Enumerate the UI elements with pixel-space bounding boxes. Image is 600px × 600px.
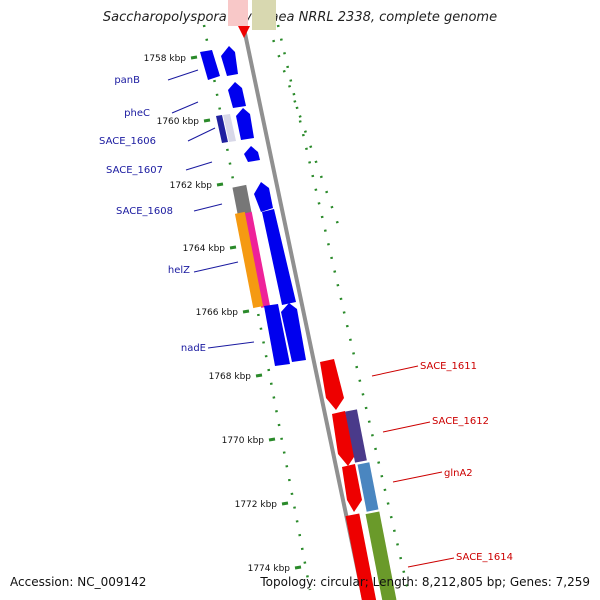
genome-backbone	[236, 0, 366, 600]
scale-tick-mark	[242, 309, 250, 314]
gene-label[interactable]: SACE_1614	[456, 552, 513, 563]
scale-tick-mark	[268, 437, 276, 442]
gene-arrow-sace1612-red	[332, 411, 356, 466]
gene-arrow-pheC	[228, 82, 246, 108]
gene-label[interactable]: helZ	[168, 265, 190, 276]
scale-tick-label: 1774 kbp	[248, 564, 291, 574]
scale-tick-label: 1766 kbp	[196, 308, 239, 318]
gene-label[interactable]: SACE_1606	[99, 136, 156, 147]
gene-label-leader	[207, 341, 255, 349]
gene-features	[200, 0, 397, 600]
gene-feature-sace1614-olive	[365, 511, 397, 600]
gene-label-leader	[185, 161, 213, 171]
gene-arrow-sace1608	[254, 182, 273, 212]
accession-text: Accession: NC_009142	[10, 575, 147, 589]
gene-feature-magenta	[242, 211, 271, 308]
scale-tick-label: 1764 kbp	[183, 244, 226, 254]
scale-tick-label: 1762 kbp	[170, 181, 213, 191]
scale-tick-label: 1760 kbp	[157, 117, 200, 127]
gene-label[interactable]: SACE_1612	[432, 416, 489, 427]
gene-label[interactable]: panB	[114, 75, 140, 86]
gene-label[interactable]: SACE_1611	[420, 361, 477, 372]
gene-arrow-sace1607	[244, 146, 260, 162]
gene-feature-sace1612-purple	[345, 409, 367, 463]
scale-ticks: 1758 kbp 1760 kbp 1762 kbp 1764 kbp 1766 kbp…	[144, 54, 302, 574]
gene-feature-glnA2-steel	[357, 462, 379, 512]
scale-tick-mark	[281, 501, 289, 506]
scale-tick-mark	[294, 565, 302, 570]
gene-label[interactable]: nadE	[181, 343, 206, 354]
gene-label[interactable]: glnA2	[444, 468, 473, 479]
gene-label-leader	[171, 101, 199, 114]
gene-arrow-panB	[200, 50, 220, 80]
scale-tick-label: 1770 kbp	[222, 436, 265, 446]
scale-tick-mark	[203, 118, 211, 123]
gene-feature-top-pink	[228, 0, 248, 26]
scale-tick-label: 1768 kbp	[209, 372, 252, 382]
scale-tick-mark	[255, 373, 263, 378]
gene-feature-top-olive	[252, 0, 276, 30]
gene-feature-orange	[234, 211, 264, 309]
gene-feature-sace1614-red	[345, 513, 377, 600]
scale-tick-mark	[229, 245, 237, 250]
gene-label-leader	[167, 69, 199, 81]
scale-tick-label: 1772 kbp	[235, 500, 278, 510]
gene-arrow-helZ	[262, 209, 296, 305]
genome-summary-text: Topology: circular; Length: 8,212,805 bp…	[260, 575, 590, 589]
gene-label[interactable]: pheC	[124, 108, 150, 119]
gene-label-leader	[193, 203, 223, 212]
scale-tick-mark	[190, 55, 198, 60]
map-title: Saccharopolyspora erythraea NRRL 2338, c…	[102, 10, 498, 25]
gene-label-leader	[371, 365, 419, 377]
gene-label[interactable]: SACE_1607	[106, 165, 163, 176]
gene-feature-sace1606-b	[223, 114, 236, 142]
gene-feature-sace1606-a	[216, 115, 228, 143]
gene-labels: panB pheC SACE_1606 SACE_1607 SACE_1608 helZ n…	[99, 69, 513, 568]
gene-label-leader	[382, 421, 431, 433]
gene-label-leader	[193, 261, 239, 273]
gene-label[interactable]: SACE_1608	[116, 206, 173, 217]
gene-arrow-panB-2	[221, 46, 238, 76]
gene-arrow-glnA2-red	[342, 464, 362, 512]
gene-arrow-nadE-1	[264, 304, 290, 366]
scale-tick-mark	[216, 182, 224, 187]
gene-label-leader	[187, 127, 216, 142]
gene-feature-top-red	[238, 26, 250, 38]
scale-tick-label: 1758 kbp	[144, 54, 187, 64]
gene-feature-gray	[232, 184, 252, 216]
gene-arrow-sace1611	[320, 359, 344, 410]
gene-label-leader	[407, 557, 455, 568]
gene-arrow-nadE-2	[281, 303, 306, 362]
gene-label-leader	[392, 471, 443, 483]
gene-arrow-sace1606	[236, 108, 254, 140]
